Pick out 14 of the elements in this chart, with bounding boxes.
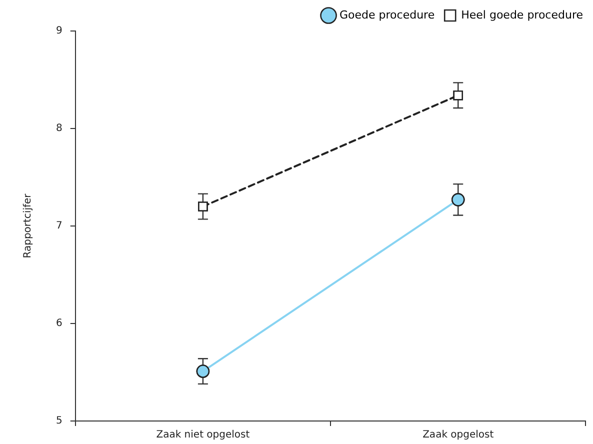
y-tick-label: 6 — [56, 318, 62, 330]
legend-label: Heel goede procedure — [461, 8, 584, 22]
point — [196, 364, 210, 378]
point — [453, 90, 464, 100]
y-tick-label: 9 — [56, 26, 62, 37]
y-axis-title: Rapportcijfer — [22, 192, 34, 258]
y-tick-label: 5 — [56, 416, 62, 427]
x-tick-label: Zaak niet opgelost — [156, 430, 250, 441]
y-tick-label: 7 — [56, 220, 62, 232]
legend-label: Goede procedure — [340, 8, 435, 22]
y-tick-label: 8 — [56, 123, 62, 134]
x-tick-label: Zaak opgelost — [422, 430, 494, 441]
point — [198, 202, 208, 212]
point — [451, 193, 465, 206]
